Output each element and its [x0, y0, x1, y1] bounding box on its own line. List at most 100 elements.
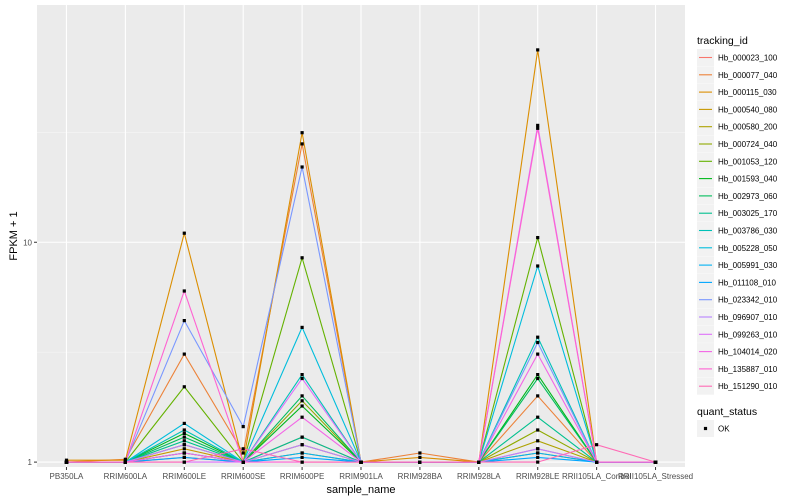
data-point [300, 443, 304, 447]
legend-item: Hb_011108_010 [697, 273, 777, 291]
legend-label: Hb_000023_100 [718, 54, 778, 63]
data-point [536, 123, 540, 127]
legend-label: Hb_002973_060 [718, 192, 778, 201]
y-axis: 1 10 [23, 238, 37, 467]
legend-label: Hb_151290_010 [718, 382, 778, 391]
data-point [300, 394, 304, 398]
data-point [300, 404, 304, 408]
x-tick-label: RRII105LA_Stressed [618, 472, 693, 481]
data-point [595, 443, 599, 447]
data-point [536, 352, 540, 356]
data-point [182, 447, 186, 451]
data-point [241, 425, 245, 429]
data-point [536, 376, 540, 381]
legend-label: Hb_096907_010 [718, 313, 778, 322]
data-point [241, 451, 245, 455]
data-point [300, 451, 304, 455]
data-point [418, 455, 422, 459]
legend-item: Hb_002973_060 [697, 187, 778, 205]
legend-item: Hb_003786_030 [697, 222, 778, 239]
data-point [300, 373, 304, 377]
data-point [182, 455, 186, 459]
legend-label: Hb_104014_020 [718, 348, 778, 357]
data-point [300, 376, 304, 381]
legend-label: Hb_003786_030 [718, 227, 778, 236]
legend-item: Hb_000540_080 [697, 100, 778, 118]
legend-title: tracking_id [697, 35, 748, 47]
data-point [595, 460, 599, 464]
data-point [536, 447, 540, 451]
x-axis-title: sample_name [326, 484, 395, 496]
data-point [653, 460, 658, 464]
data-point [536, 460, 540, 464]
legend-item: Hb_151290_010 [697, 377, 778, 395]
data-point [64, 458, 69, 462]
legend-label: Hb_011108_010 [718, 278, 777, 287]
x-tick-label: RRIM928LE [516, 472, 560, 481]
x-tick-label: RRIM600SE [221, 472, 265, 481]
data-point [300, 142, 304, 146]
data-point [300, 325, 304, 329]
data-point [300, 399, 304, 403]
data-point [182, 319, 186, 323]
data-point [536, 340, 540, 345]
data-point [182, 289, 186, 293]
legend-item: Hb_000580_200 [697, 118, 778, 136]
data-point [182, 385, 186, 389]
y-axis-title: FPKM + 1 [8, 211, 20, 260]
legend-label: Hb_000540_080 [718, 105, 778, 114]
legend-label: Hb_023342_010 [718, 296, 778, 305]
data-point [536, 455, 540, 459]
legend: tracking_id Hb_000023_100 Hb_000077_040 Hb… [697, 35, 778, 437]
legend-item: Hb_001053_120 [697, 152, 778, 170]
y-tick-label: 1 [28, 458, 33, 467]
legend-label: Hb_001053_120 [718, 157, 778, 166]
data-point [241, 447, 245, 451]
legend-label: Hb_135887_010 [718, 365, 778, 374]
data-point [536, 335, 540, 339]
data-point [123, 458, 127, 462]
legend-item: Hb_096907_010 [697, 308, 778, 326]
data-point [182, 439, 186, 443]
legend-label: Hb_000724_040 [718, 140, 778, 149]
data-point [300, 165, 304, 169]
legend-item: Hb_000115_030 [697, 83, 777, 101]
legend-label: Hb_000115_030 [718, 88, 777, 97]
legend-label: Hb_001593_040 [718, 175, 778, 184]
legend-item: Hb_005991_030 [697, 256, 778, 274]
legend-label: Hb_003025_170 [718, 209, 778, 218]
x-tick-label: RRIM928BA [398, 472, 443, 481]
data-point [182, 451, 186, 455]
data-point [182, 443, 186, 447]
data-point [536, 48, 540, 52]
data-point [300, 460, 304, 464]
x-tick-label: RRII105LA_Control [562, 472, 632, 481]
legend-label: Hb_005228_050 [718, 244, 778, 253]
series-points [64, 48, 658, 464]
data-point [300, 455, 304, 459]
data-point [123, 460, 127, 464]
x-axis: PB350LA RRIM600LA RRIM600LE RRIM600SE RRIM60… [50, 467, 693, 481]
x-tick-label: RRIM600LA [104, 472, 148, 481]
x-tick-label: RRIM600PE [280, 472, 324, 481]
data-point [418, 451, 422, 455]
legend-item: Hb_000724_040 [697, 135, 778, 153]
data-point [536, 373, 540, 377]
legend-label: Hb_099263_010 [718, 330, 778, 339]
data-point [182, 428, 186, 432]
data-point [536, 451, 540, 455]
legend-item: Hb_135887_010 [697, 360, 778, 378]
x-tick-label: PB350LA [50, 472, 84, 481]
data-point [300, 415, 304, 419]
legend-item: Hb_003025_170 [697, 204, 778, 222]
data-point [536, 415, 540, 419]
data-point [300, 131, 304, 135]
data-point [64, 460, 69, 464]
legend-item: Hb_000077_040 [697, 66, 778, 84]
y-tick-label: 10 [23, 238, 32, 247]
data-point [182, 460, 186, 464]
data-point [418, 460, 422, 464]
data-point [182, 352, 186, 356]
data-point [477, 460, 481, 464]
